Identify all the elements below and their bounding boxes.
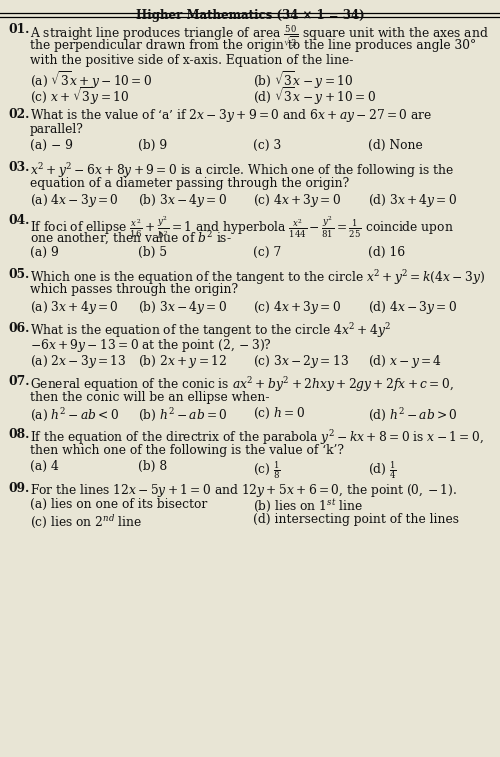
Text: then the conic will be an ellipse when-: then the conic will be an ellipse when- xyxy=(30,391,270,403)
Text: with the positive side of x-axis. Equation of the line-: with the positive side of x-axis. Equati… xyxy=(30,54,354,67)
Text: For the lines $12x - 5y + 1 = 0$ and $12y + 5x + 6 = 0$, the point $(0, -1)$.: For the lines $12x - 5y + 1 = 0$ and $12… xyxy=(30,482,457,499)
Text: (d) $\sqrt{3}x - y + 10 = 0$: (d) $\sqrt{3}x - y + 10 = 0$ xyxy=(253,85,376,107)
Text: (c) $3x - 2y = 13$: (c) $3x - 2y = 13$ xyxy=(253,353,349,369)
Text: (a) 9: (a) 9 xyxy=(30,245,59,258)
Text: (c) 3: (c) 3 xyxy=(253,139,281,151)
Text: 08.: 08. xyxy=(8,428,30,441)
Text: 03.: 03. xyxy=(8,161,30,174)
Text: (b) $3x - 4y = 0$: (b) $3x - 4y = 0$ xyxy=(138,192,228,209)
Text: (d) 16: (d) 16 xyxy=(368,245,405,258)
Text: 07.: 07. xyxy=(8,375,30,388)
Text: (b) 9: (b) 9 xyxy=(138,139,167,151)
Text: (b) $2x + y = 12$: (b) $2x + y = 12$ xyxy=(138,353,227,369)
Text: (c) 7: (c) 7 xyxy=(253,245,281,258)
Text: (a) $2x - 3y = 13$: (a) $2x - 3y = 13$ xyxy=(30,353,126,369)
Text: (d) $h^2 - ab > 0$: (d) $h^2 - ab > 0$ xyxy=(368,406,458,423)
Text: (c) lies on $2^{nd}$ line: (c) lies on $2^{nd}$ line xyxy=(30,513,142,530)
Text: 09.: 09. xyxy=(8,482,29,495)
Text: (a) $4x - 3y = 0$: (a) $4x - 3y = 0$ xyxy=(30,192,119,209)
Text: (b) 5: (b) 5 xyxy=(138,245,167,258)
Text: then which one of the following is the value of ‘k’?: then which one of the following is the v… xyxy=(30,444,344,457)
Text: which passes through the origin?: which passes through the origin? xyxy=(30,284,238,297)
Text: (b) $h^2 - ab = 0$: (b) $h^2 - ab = 0$ xyxy=(138,406,228,423)
Text: the perpendicular drawn from the origin to the line produces angle 30°: the perpendicular drawn from the origin … xyxy=(30,39,476,51)
Text: Higher Mathematics (34 × 1 = 34): Higher Mathematics (34 × 1 = 34) xyxy=(136,8,364,21)
Text: (b) lies on $1^{st}$ line: (b) lies on $1^{st}$ line xyxy=(253,497,363,514)
Text: (c) $x + \sqrt{3}y = 10$: (c) $x + \sqrt{3}y = 10$ xyxy=(30,85,130,107)
Text: one another, then value of $b^2$ is-: one another, then value of $b^2$ is- xyxy=(30,230,232,248)
Text: equation of a diameter passing through the origin?: equation of a diameter passing through t… xyxy=(30,176,349,189)
Text: (d) None: (d) None xyxy=(368,139,423,151)
Text: $x^2 + y^2 - 6x + 8y + 9 = 0$ is a circle. Which one of the following is the: $x^2 + y^2 - 6x + 8y + 9 = 0$ is a circl… xyxy=(30,161,454,180)
Text: (a) $h^2 - ab < 0$: (a) $h^2 - ab < 0$ xyxy=(30,406,120,423)
Text: 04.: 04. xyxy=(8,214,30,228)
Text: If the equation of the directrix of the parabola $y^2 - kx + 8 = 0$ is $x - 1 = : If the equation of the directrix of the … xyxy=(30,428,484,447)
Text: parallel?: parallel? xyxy=(30,123,84,136)
Text: Which one is the equation of the tangent to the circle $x^2 + y^2 = k(4x - 3y)$: Which one is the equation of the tangent… xyxy=(30,268,485,287)
Text: What is the value of ‘a’ if $2x - 3y + 9 = 0$ and $6x + ay - 27 = 0$ are: What is the value of ‘a’ if $2x - 3y + 9… xyxy=(30,107,432,124)
Text: If foci of ellipse $\frac{x^2}{16} + \frac{y^2}{b^2} = 1$ and hyperbola $\frac{x: If foci of ellipse $\frac{x^2}{16} + \fr… xyxy=(30,214,454,241)
Text: $- 6x + 9y - 13 = 0$ at the point $(2, -3)$?: $- 6x + 9y - 13 = 0$ at the point $(2, -… xyxy=(30,337,272,354)
Text: (d) $\frac{1}{4}$: (d) $\frac{1}{4}$ xyxy=(368,459,396,481)
Text: (d) $3x + 4y = 0$: (d) $3x + 4y = 0$ xyxy=(368,192,458,209)
Text: What is the equation of the tangent to the circle $4x^2 + 4y^2$: What is the equation of the tangent to t… xyxy=(30,322,391,341)
Text: (d) intersecting point of the lines: (d) intersecting point of the lines xyxy=(253,513,459,526)
Text: (b) $\sqrt{3}x - y = 10$: (b) $\sqrt{3}x - y = 10$ xyxy=(253,70,354,92)
Text: (b) 8: (b) 8 xyxy=(138,459,167,472)
Text: A straight line produces triangle of area $\frac{50}{\sqrt{3}}$ square unit with: A straight line produces triangle of are… xyxy=(30,23,488,48)
Text: (c) $4x + 3y = 0$: (c) $4x + 3y = 0$ xyxy=(253,299,342,316)
Text: (d) $4x - 3y = 0$: (d) $4x - 3y = 0$ xyxy=(368,299,458,316)
Text: (c) $4x + 3y = 0$: (c) $4x + 3y = 0$ xyxy=(253,192,342,209)
Text: (a) $\sqrt{3}x + y - 10 = 0$: (a) $\sqrt{3}x + y - 10 = 0$ xyxy=(30,70,152,92)
Text: 02.: 02. xyxy=(8,107,30,120)
Text: (b) $3x - 4y = 0$: (b) $3x - 4y = 0$ xyxy=(138,299,228,316)
Text: (a) lies on one of its bisector: (a) lies on one of its bisector xyxy=(30,497,208,510)
Text: (a) − 9: (a) − 9 xyxy=(30,139,73,151)
Text: 05.: 05. xyxy=(8,268,29,281)
Text: (d) $x - y = 4$: (d) $x - y = 4$ xyxy=(368,353,442,369)
Text: (c) $\frac{1}{8}$: (c) $\frac{1}{8}$ xyxy=(253,459,281,481)
Text: (a) 4: (a) 4 xyxy=(30,459,59,472)
Text: 01.: 01. xyxy=(8,23,30,36)
Text: (a) $3x + 4y = 0$: (a) $3x + 4y = 0$ xyxy=(30,299,119,316)
Text: (c) $h = 0$: (c) $h = 0$ xyxy=(253,406,305,421)
Text: 06.: 06. xyxy=(8,322,30,335)
Text: General equation of the conic is $ax^2 + by^2 + 2hxy + 2gy + 2fx + c = 0$,: General equation of the conic is $ax^2 +… xyxy=(30,375,454,394)
